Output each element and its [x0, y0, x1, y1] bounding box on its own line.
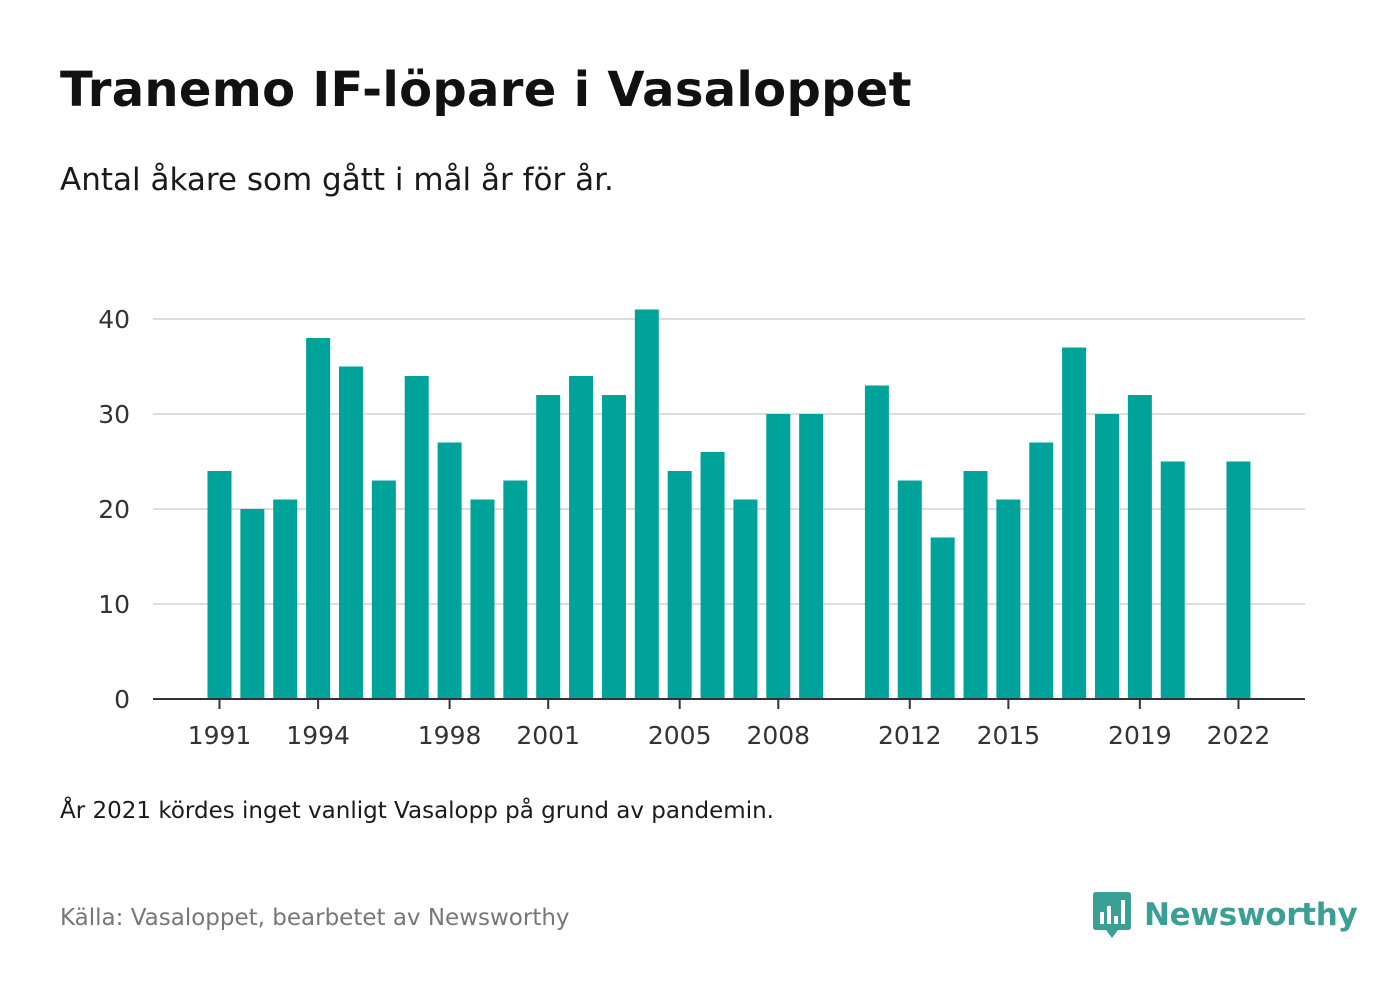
- y-tick-label: 30: [98, 400, 130, 429]
- x-tick-label: 2001: [516, 721, 580, 750]
- bars: [207, 309, 1251, 699]
- footnote: År 2021 kördes inget vanligt Vasalopp på…: [60, 798, 774, 824]
- x-tick-label: 1994: [286, 721, 350, 750]
- bar-2001: [536, 395, 561, 699]
- x-tick-label: 2008: [746, 721, 810, 750]
- x-axis-ticks: 1991 1994 1998 2001 2005 2008 2012 2015 2019 2022: [188, 699, 1271, 750]
- x-tick-label: 2005: [648, 721, 712, 750]
- x-tick-label: 2019: [1108, 721, 1172, 750]
- bar-2011: [864, 385, 889, 699]
- y-tick-label: 20: [98, 495, 130, 524]
- bar-2005: [667, 471, 692, 699]
- bar-2000: [503, 480, 528, 699]
- bar-1992: [240, 509, 265, 699]
- x-tick-label: 2012: [878, 721, 942, 750]
- bar-2018: [1094, 414, 1119, 699]
- bar-1996: [371, 480, 396, 699]
- bar-1993: [273, 499, 298, 699]
- chart-title: Tranemo IF-löpare i Vasaloppet: [60, 62, 912, 118]
- y-tick-label: 10: [98, 590, 130, 619]
- chart-subtitle: Antal åkare som gått i mål år för år.: [60, 162, 614, 198]
- y-axis-ticks: 0 10 20 30 40: [98, 305, 130, 714]
- bar-2009: [799, 414, 824, 699]
- brand-name: Newsworthy: [1144, 897, 1358, 933]
- bar-2014: [963, 471, 988, 699]
- newsworthy-logo: Newsworthy: [1092, 890, 1358, 940]
- bar-2002: [569, 376, 594, 699]
- source-credit: Källa: Vasaloppet, bearbetet av Newswort…: [60, 905, 570, 931]
- bar-2006: [700, 452, 725, 699]
- y-tick-label: 40: [98, 305, 130, 334]
- bar-2008: [766, 414, 791, 699]
- x-tick-label: 2015: [977, 721, 1041, 750]
- x-tick-label: 1991: [188, 721, 252, 750]
- bar-2012: [897, 480, 922, 699]
- bar-2017: [1062, 347, 1087, 699]
- bar-2007: [733, 499, 758, 699]
- bar-2004: [634, 309, 659, 699]
- bar-1997: [404, 376, 429, 699]
- bar-1994: [306, 338, 331, 699]
- bar-2003: [601, 395, 626, 699]
- y-tick-label: 0: [114, 685, 130, 714]
- bar-2015: [996, 499, 1021, 699]
- bar-1995: [338, 366, 363, 699]
- x-tick-label: 2022: [1207, 721, 1271, 750]
- bar-2013: [930, 537, 955, 699]
- bar-1991: [207, 471, 232, 699]
- bar-1998: [437, 442, 462, 699]
- bar-2022: [1226, 461, 1251, 699]
- bar-2016: [1029, 442, 1054, 699]
- x-tick-label: 1998: [418, 721, 482, 750]
- newsworthy-logo-icon: [1093, 892, 1131, 938]
- bar-2019: [1127, 395, 1152, 699]
- bar-1999: [470, 499, 495, 699]
- bar-2020: [1160, 461, 1185, 699]
